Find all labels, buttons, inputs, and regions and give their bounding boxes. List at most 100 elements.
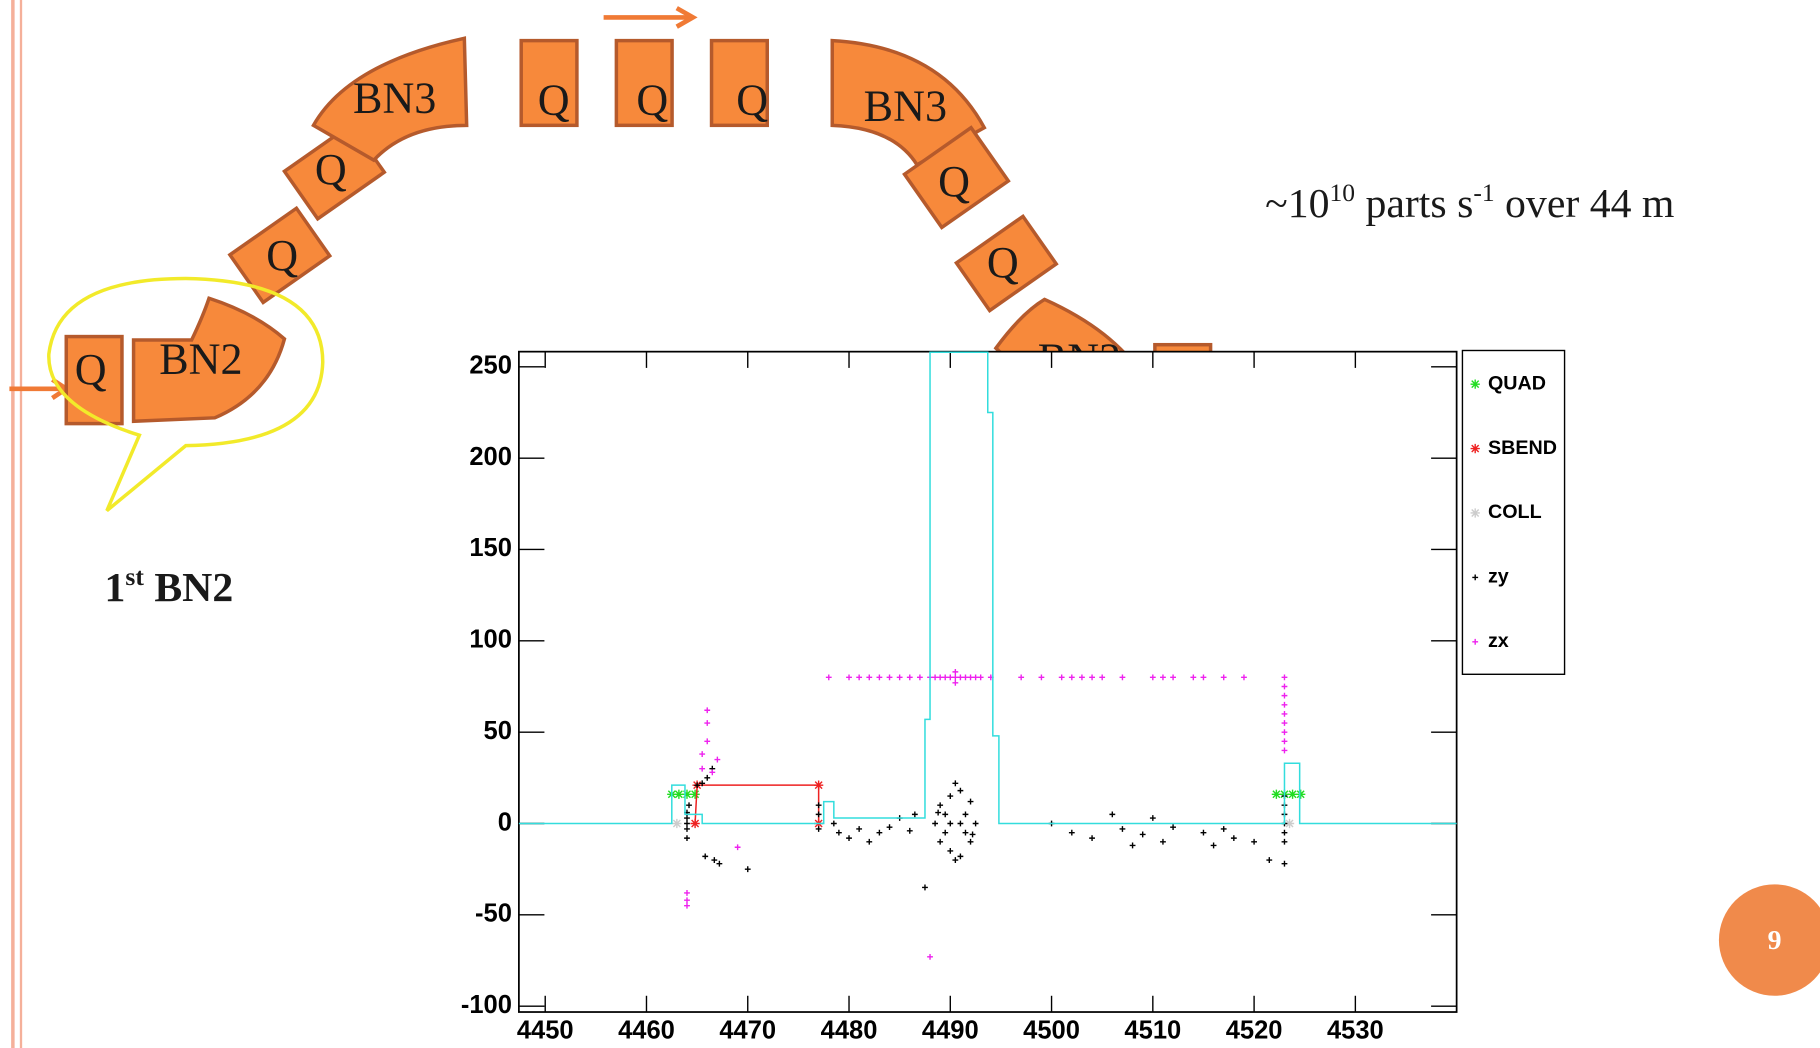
series-line: [518, 351, 1457, 825]
data-point: [911, 811, 918, 818]
data-point: [866, 674, 873, 681]
data-point: [962, 829, 969, 836]
data-point: [1190, 674, 1197, 681]
callout-superscript: st: [125, 562, 144, 591]
data-point: [1068, 829, 1075, 836]
data-point: [734, 844, 741, 851]
magnet-label: Q: [636, 76, 668, 125]
data-point: [1210, 842, 1217, 849]
y-tick-label: 150: [469, 534, 512, 562]
callout-bubble: [47, 276, 325, 512]
data-point: [972, 674, 979, 681]
x-tick-label: 4530: [1327, 1017, 1384, 1045]
y-tick-label: 0: [498, 808, 512, 836]
data-point: [1099, 674, 1106, 681]
data-point: [952, 780, 959, 787]
data-point: [1284, 818, 1295, 829]
x-tick-label: 4470: [719, 1017, 776, 1045]
data-point: [702, 853, 709, 860]
data-point: [972, 820, 979, 827]
data-point: [977, 674, 984, 681]
plot-frame: [518, 350, 1458, 1013]
annotation-superscript: 10: [1330, 178, 1356, 207]
data-point: [952, 668, 959, 675]
data-point: [1266, 857, 1273, 863]
x-tick-label: 4500: [1023, 1017, 1080, 1045]
data-point: [967, 798, 974, 805]
data-point: [1241, 674, 1247, 681]
data-point: [686, 802, 692, 809]
data-point: [932, 820, 939, 827]
data-point: [704, 738, 711, 745]
data-point: [927, 953, 933, 960]
data-point: [1281, 692, 1288, 699]
magnet-label: Q: [75, 345, 107, 394]
data-point: [1281, 738, 1288, 745]
data-point: [1281, 720, 1288, 726]
data-point: [1079, 674, 1085, 681]
data-point: [947, 848, 954, 854]
data-point: [1296, 789, 1306, 799]
data-point: [709, 769, 716, 776]
data-point: [1281, 829, 1288, 836]
magnet-label: BN2: [159, 334, 242, 383]
data-point: [1281, 860, 1288, 867]
data-point: [886, 674, 893, 681]
magnet: [227, 205, 333, 305]
y-tick-label: 200: [469, 443, 512, 471]
data-point: [906, 674, 913, 681]
legend-marker: [1470, 379, 1480, 389]
data-point: [1281, 683, 1288, 690]
data-point: [1160, 838, 1166, 845]
data-point: [932, 674, 939, 681]
magnet-label: Q: [538, 76, 570, 125]
data-point: [962, 811, 969, 818]
chart: 4450 4460 4470 4480 4490 4500 4510 4520 4530 -100…: [461, 349, 1566, 1045]
data-point: [699, 751, 706, 757]
data-point: [714, 756, 721, 763]
data-point: [947, 820, 954, 827]
y-tick-label: -50: [475, 900, 512, 928]
data-point: [1119, 826, 1126, 832]
data-point: [937, 674, 944, 681]
data-point: [684, 902, 690, 909]
data-point: [1149, 815, 1156, 821]
data-point: [694, 782, 701, 789]
y-tick-label: -100: [461, 991, 512, 1019]
data-point: [835, 829, 842, 836]
magnet-label: Q: [266, 231, 298, 280]
magnet-label: BN3: [353, 73, 436, 122]
data-point: [1068, 674, 1075, 681]
data-point: [947, 793, 954, 800]
data-point: [1200, 674, 1207, 681]
data-point: [1038, 674, 1045, 681]
data-point: [1089, 674, 1095, 681]
data-point: [684, 897, 690, 904]
data-point: [935, 809, 942, 816]
magnet: [64, 334, 124, 426]
data-point: [1230, 835, 1237, 842]
data-point: [1109, 811, 1116, 818]
annotation-text: ~10: [1265, 181, 1329, 227]
data-point: [886, 824, 893, 831]
data-point: [684, 890, 690, 896]
legend-marker: [1470, 508, 1480, 518]
data-point: [672, 818, 682, 829]
data-point: [815, 802, 822, 809]
magnet: [902, 125, 1011, 230]
y-tick-label: 250: [469, 352, 512, 380]
data-point: [704, 707, 711, 714]
x-tick-label: 4490: [922, 1017, 979, 1045]
legend-marker: [1470, 443, 1480, 454]
legend-label: SBEND: [1488, 437, 1557, 459]
annotation: ~1010 parts s-1 over 44 m: [1265, 178, 1674, 227]
legend-label: zx: [1488, 630, 1509, 652]
magnet: [709, 38, 769, 128]
legend-label: COLL: [1488, 501, 1542, 523]
legend-marker: [1472, 638, 1479, 645]
magnet: [311, 36, 469, 163]
annotation-text: parts s: [1355, 181, 1473, 227]
data-point: [1119, 674, 1126, 681]
data-point: [1129, 842, 1136, 849]
